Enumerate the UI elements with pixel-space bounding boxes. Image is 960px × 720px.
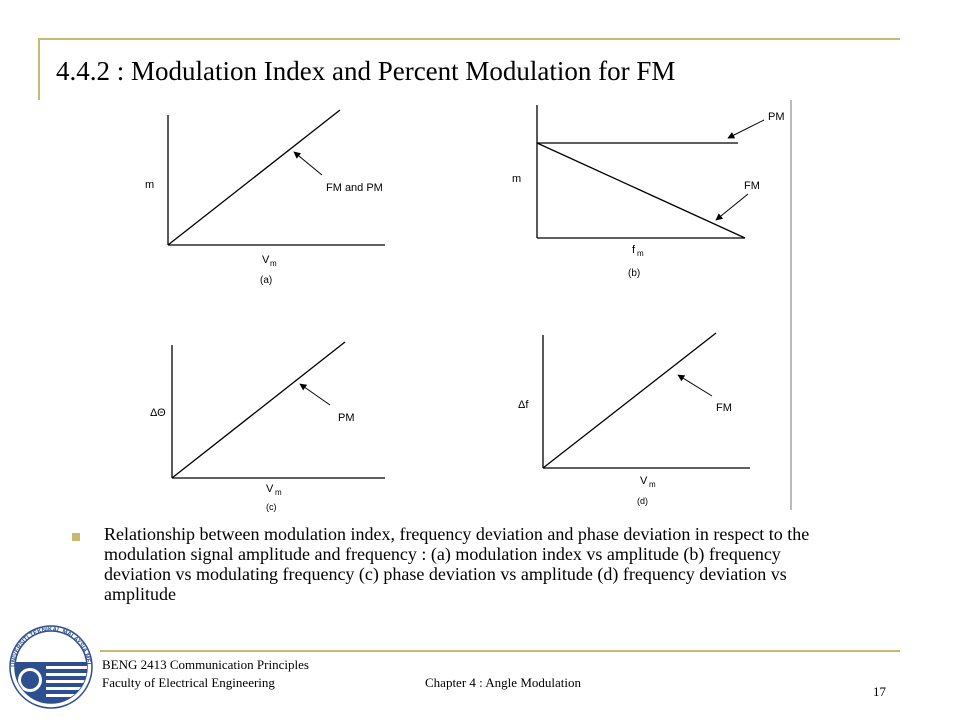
slide-title: 4.4.2 : Modulation Index and Percent Mod…: [56, 56, 676, 86]
panel-d-arrow: [677, 374, 713, 397]
panel-b-caption: (b): [628, 268, 640, 279]
panel-a: FM and PM m V m (a): [145, 109, 385, 286]
footer-rule: [100, 650, 900, 652]
panel-b-pm-label: PM: [768, 111, 785, 123]
panel-b-y-label: m: [512, 173, 521, 185]
footer-chapter: Chapter 4 : Angle Modulation: [425, 675, 581, 690]
panel-d-x-label-sub: m: [649, 480, 656, 489]
panel-d-y-label: Δf: [518, 399, 529, 411]
panel-d: FM Δf V m (d): [518, 332, 750, 506]
panel-c-y-label: ΔΘ: [150, 407, 166, 419]
figure: FM and PM m V m (a) PM FM m f m (b) PM Δ…: [145, 100, 792, 512]
panel-a-arrow: [293, 151, 323, 176]
panel-c-x-label: V: [266, 483, 274, 495]
panel-b-fm-label: FM: [744, 180, 760, 192]
frame-top-rule: [38, 38, 900, 40]
footer-faculty: Faculty of Electrical Engineering: [102, 675, 275, 690]
panel-d-x-label: V: [640, 475, 648, 487]
panel-a-curve-label: FM and PM: [326, 182, 383, 194]
panel-a-caption: (a): [260, 275, 272, 286]
panel-c: PM ΔΘ V m (c): [150, 341, 385, 512]
panel-a-curve: [167, 109, 341, 246]
panel-c-arrow: [299, 383, 331, 406]
bullet-marker: [72, 533, 80, 541]
panel-b-x-label-sub: m: [637, 249, 644, 258]
figure-description: Relationship between modulation index, f…: [104, 524, 810, 604]
page-number: 17: [873, 684, 886, 699]
panel-a-y-label: m: [145, 179, 154, 191]
panel-b-pm-arrow: [727, 119, 765, 139]
frame-left-rule: [38, 38, 40, 100]
panel-b-x-label: f: [632, 244, 636, 256]
panel-d-curve-label: FM: [716, 402, 732, 414]
panel-b-fm-curve: [536, 142, 746, 239]
panel-c-curve-label: PM: [338, 412, 355, 424]
panel-d-curve: [542, 332, 717, 469]
panel-c-caption: (c): [266, 502, 277, 512]
panel-c-curve: [171, 341, 346, 479]
panel-c-x-label-sub: m: [275, 488, 282, 497]
panel-b: PM FM m f m (b): [512, 105, 785, 279]
university-logo: UNIVERSITI TEKNIKAL MALAYSIA MELAKA: [6, 622, 93, 709]
footer-course: BENG 2413 Communication Principles: [102, 657, 309, 672]
panel-a-x-label-sub: m: [270, 259, 277, 268]
panel-a-x-label: V: [262, 254, 270, 266]
panel-d-caption: (d): [637, 496, 648, 506]
panel-b-fm-arrow: [715, 193, 749, 221]
